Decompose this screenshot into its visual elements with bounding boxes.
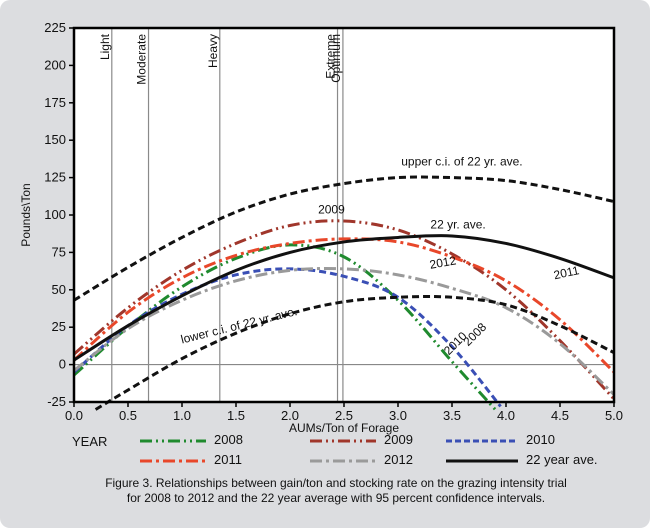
legend-item-2010: 2010	[446, 432, 626, 450]
plot-area	[74, 28, 614, 402]
x-tick-label: 0.0	[65, 408, 83, 423]
series-line-2009	[73, 219, 616, 401]
legend-swatch-2008	[140, 439, 206, 443]
y-tick-label: 75	[52, 244, 66, 259]
series-line-2010	[73, 267, 502, 408]
series-line-2012	[73, 266, 616, 396]
series-line-upper-c-i-of-22-yr-ave	[73, 175, 615, 302]
x-tick-label: 5.0	[605, 408, 623, 423]
legend-label-22yr: 22 year ave.	[526, 452, 598, 467]
y-tick-label: 150	[44, 132, 66, 147]
caption-line-2: for 2008 to 2012 and the 22 year average…	[126, 491, 546, 505]
caption-line-1: Figure 3. Relationships between gain/ton…	[105, 476, 567, 490]
annotation-upper-c-i-of-22-yr-ave: upper c.i. of 22 yr. ave.	[401, 155, 522, 169]
x-tick-label: 2.5	[335, 408, 353, 423]
x-tick-label: 1.5	[227, 408, 245, 423]
y-tick-label: -25	[47, 394, 66, 409]
ref-label-optimum: Optimum	[329, 34, 343, 83]
x-tick-label: 3.5	[443, 408, 461, 423]
y-tick-label: 200	[44, 57, 66, 72]
y-tick-label: 125	[44, 170, 66, 185]
ref-label-heavy: Heavy	[206, 34, 220, 68]
legend-swatch-22yr	[446, 459, 518, 463]
figure-caption: Figure 3. Relationships between gain/ton…	[56, 476, 616, 506]
annotation-2009: 2009	[318, 203, 345, 217]
legend-item-22yr: 22 year ave.	[446, 452, 636, 470]
legend-item-2008: 2008	[140, 432, 290, 450]
ref-label-extreme: Extreme	[324, 34, 338, 79]
y-axis-title: Pounds\Ton	[19, 183, 33, 246]
legend: YEAR 2008 2009 2010 2011 2012 22 year av…	[60, 432, 640, 474]
x-tick-label: 4.5	[551, 408, 569, 423]
series-line-lower-c-i-of-22-yr-ave	[94, 295, 615, 411]
annotation-2012: 2012	[428, 253, 457, 271]
legend-swatch-2012	[310, 459, 376, 463]
legend-label-2008: 2008	[214, 432, 243, 447]
x-tick-label: 4.0	[497, 408, 515, 423]
x-tick-label: 2.0	[281, 408, 299, 423]
x-tick-label: 3.0	[389, 408, 407, 423]
legend-label-2009: 2009	[384, 432, 413, 447]
y-tick-label: 0	[59, 357, 66, 372]
legend-swatch-2010	[446, 439, 518, 443]
legend-swatch-2009	[310, 439, 376, 443]
legend-label-2011: 2011	[214, 452, 242, 467]
x-axis-title: AUMs/Ton of Forage	[289, 421, 399, 435]
y-tick-label: 100	[44, 207, 66, 222]
y-tick-label: 225	[44, 20, 66, 35]
x-tick-label: 1.0	[173, 408, 191, 423]
legend-item-2012: 2012	[310, 452, 460, 470]
series-line-22-year-ave	[73, 234, 615, 362]
legend-label-2012: 2012	[384, 452, 413, 467]
ref-label-light: Light	[98, 33, 112, 60]
legend-item-2011: 2011	[140, 452, 290, 470]
y-tick-label: 25	[52, 319, 66, 334]
series-line-2011	[73, 237, 616, 374]
annotation-22-yr-ave: 22 yr. ave.	[430, 217, 485, 231]
legend-heading: YEAR	[72, 434, 108, 449]
ref-label-moderate: Moderate	[135, 34, 149, 85]
annotation-2011: 2011	[552, 263, 580, 282]
y-tick-label: 50	[52, 282, 66, 297]
y-tick-label: 175	[44, 95, 66, 110]
x-tick-label: 0.5	[119, 408, 137, 423]
legend-swatch-2011	[140, 459, 206, 463]
legend-item-2009: 2009	[310, 432, 460, 450]
legend-label-2010: 2010	[526, 432, 555, 447]
